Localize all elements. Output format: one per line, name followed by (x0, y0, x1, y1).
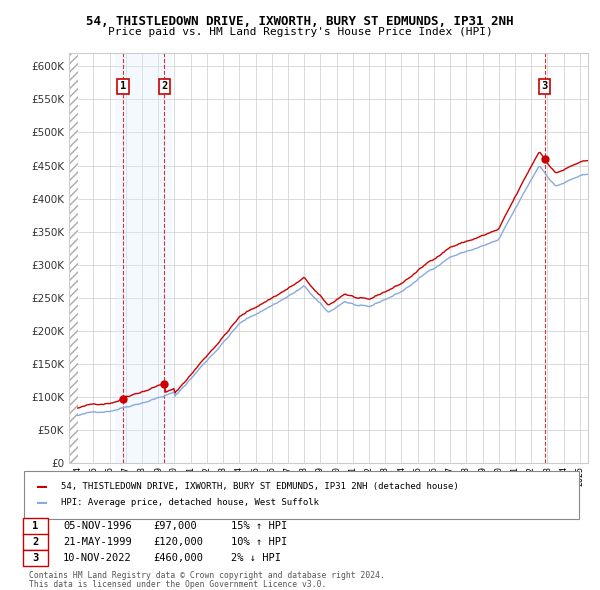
Text: 15% ↑ HPI: 15% ↑ HPI (231, 521, 287, 530)
Text: This data is licensed under the Open Government Licence v3.0.: This data is licensed under the Open Gov… (29, 579, 326, 589)
Text: 10-NOV-2022: 10-NOV-2022 (63, 553, 132, 562)
Text: 05-NOV-1996: 05-NOV-1996 (63, 521, 132, 530)
Text: 2: 2 (161, 81, 167, 91)
Text: 10% ↑ HPI: 10% ↑ HPI (231, 537, 287, 546)
Text: 21-MAY-1999: 21-MAY-1999 (63, 537, 132, 546)
Text: £120,000: £120,000 (153, 537, 203, 546)
Text: 2% ↓ HPI: 2% ↓ HPI (231, 553, 281, 562)
Text: Price paid vs. HM Land Registry's House Price Index (HPI): Price paid vs. HM Land Registry's House … (107, 27, 493, 37)
Text: £460,000: £460,000 (153, 553, 203, 562)
Text: 3: 3 (32, 553, 38, 562)
Text: 54, THISTLEDOWN DRIVE, IXWORTH, BURY ST EDMUNDS, IP31 2NH (detached house): 54, THISTLEDOWN DRIVE, IXWORTH, BURY ST … (61, 482, 459, 491)
Text: 3: 3 (542, 81, 548, 91)
Text: HPI: Average price, detached house, West Suffolk: HPI: Average price, detached house, West… (61, 498, 319, 507)
Text: 1: 1 (32, 521, 38, 530)
Text: —: — (37, 478, 47, 496)
Text: £97,000: £97,000 (153, 521, 197, 530)
Bar (115, 53, 172, 463)
Text: Contains HM Land Registry data © Crown copyright and database right 2024.: Contains HM Land Registry data © Crown c… (29, 571, 385, 580)
Text: 1: 1 (120, 81, 126, 91)
Text: —: — (37, 494, 47, 512)
Text: 2: 2 (32, 537, 38, 546)
Text: 54, THISTLEDOWN DRIVE, IXWORTH, BURY ST EDMUNDS, IP31 2NH: 54, THISTLEDOWN DRIVE, IXWORTH, BURY ST … (86, 15, 514, 28)
Bar (69, 53, 79, 463)
